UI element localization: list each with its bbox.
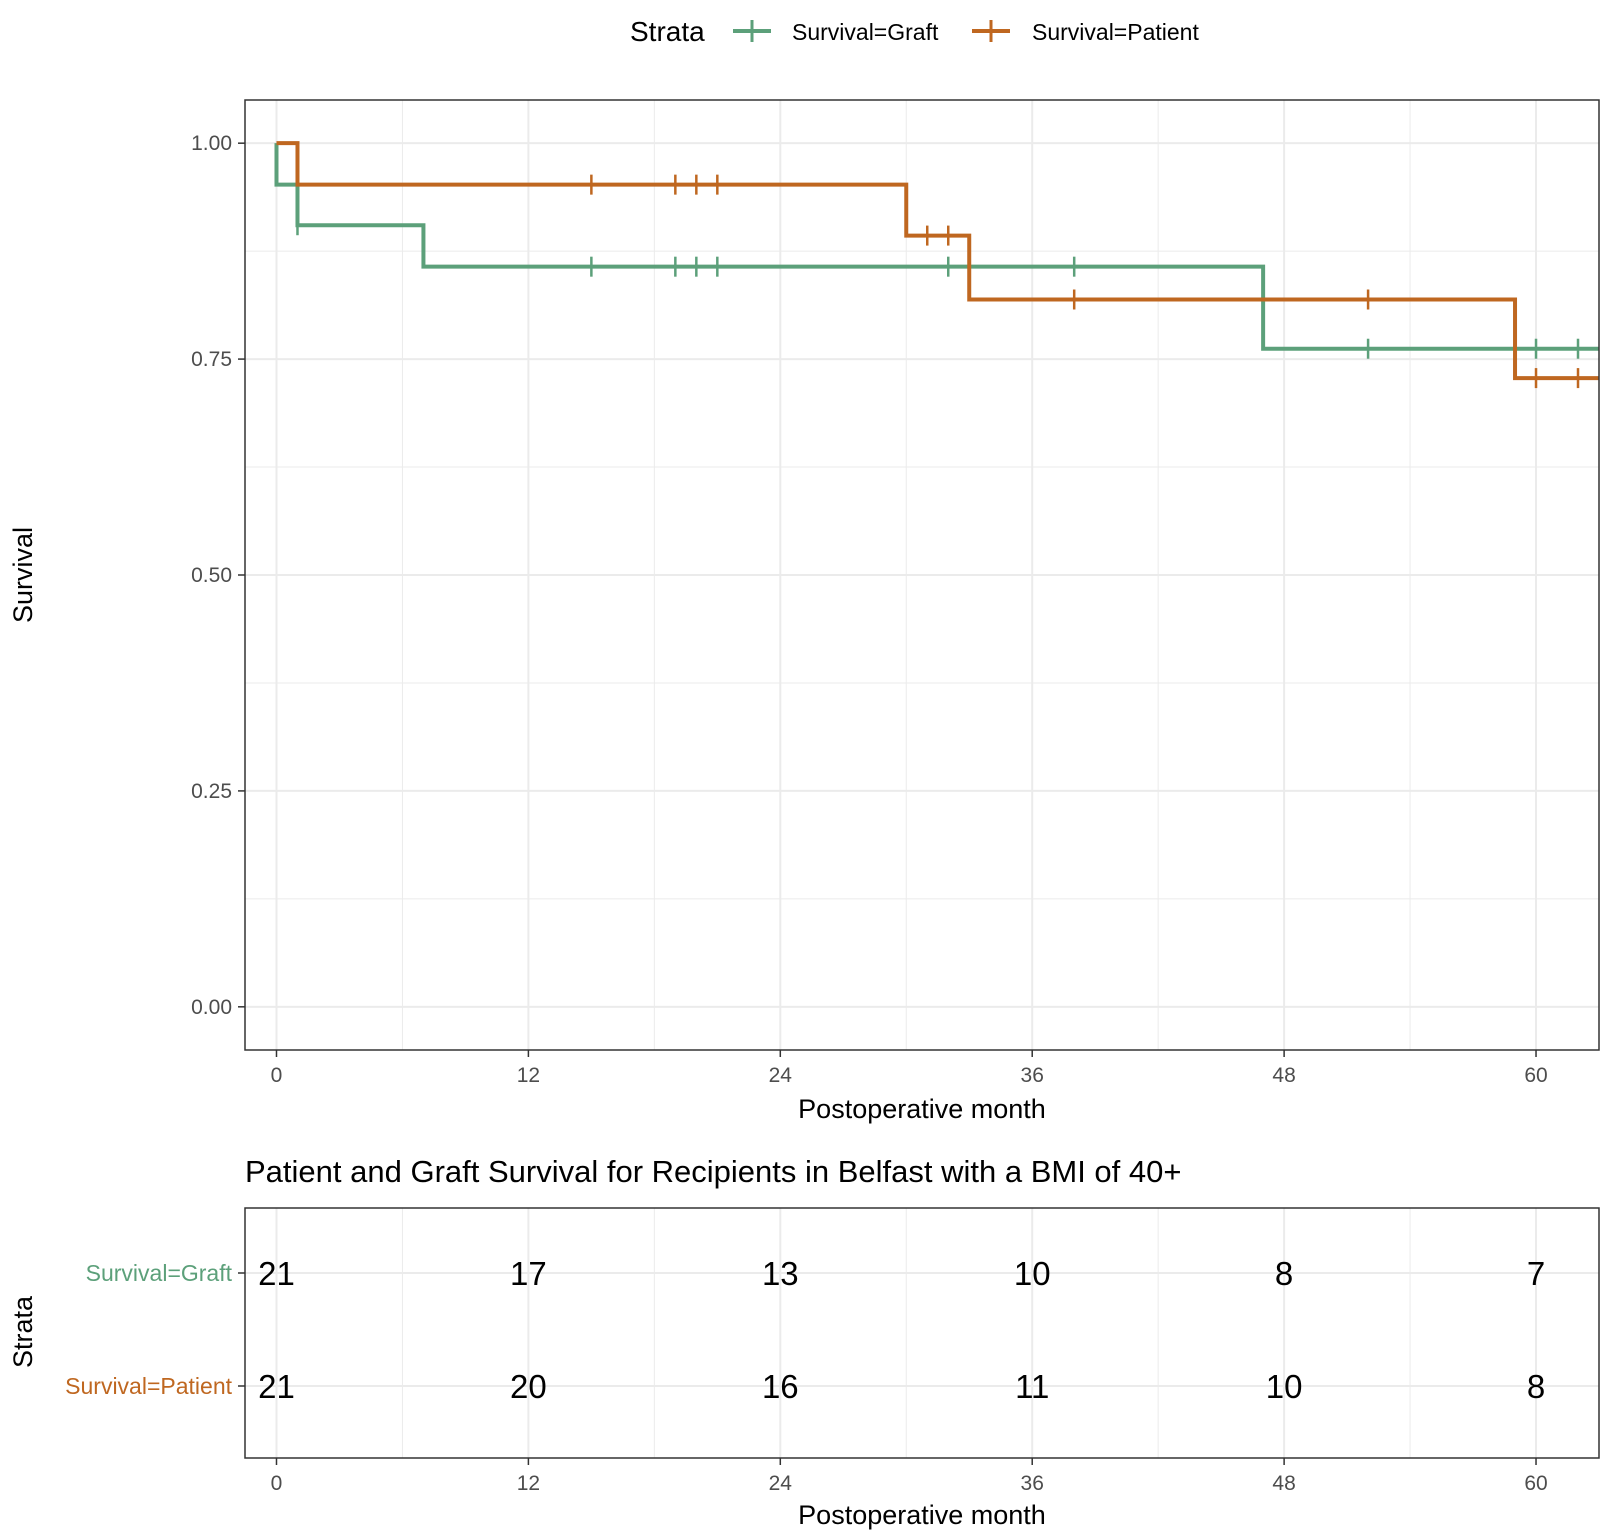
risk-cell-patient: 16	[762, 1368, 799, 1405]
plot-x-axis-title: Postoperative month	[798, 1094, 1046, 1124]
plot-x-tick-label: 36	[1021, 1064, 1044, 1087]
plot-gridlines	[245, 100, 1599, 1050]
risk-cell-graft: 8	[1275, 1255, 1293, 1292]
risk-cell-patient: 21	[258, 1368, 295, 1405]
table-x-tick-label: 0	[271, 1472, 283, 1495]
plot-axes: 0 12 24 36 48 60 0.00 0.25 0.50 0.75 1.00	[191, 132, 1548, 1087]
plot-y-tick-label: 0.00	[191, 996, 232, 1019]
table-background	[245, 1208, 1599, 1458]
table-row-label-graft: Survival=Graft	[86, 1260, 233, 1286]
plot-x-tick-label: 0	[271, 1064, 283, 1087]
plot-series	[274, 141, 1599, 389]
risk-cell-graft: 10	[1014, 1255, 1051, 1292]
risk-cell-patient: 20	[510, 1368, 547, 1405]
plot-y-axis-title: Survival	[8, 527, 38, 623]
risk-cell-graft: 7	[1527, 1255, 1545, 1292]
plot-y-tick-label: 0.25	[191, 780, 232, 803]
plot-x-tick-label: 48	[1272, 1064, 1295, 1087]
table-x-tick-label: 36	[1021, 1472, 1044, 1495]
legend-label-patient: Survival=Patient	[1032, 19, 1199, 45]
survival-plot: 0 12 24 36 48 60 0.00 0.25 0.50 0.75 1.00 Postoper…	[8, 99, 1600, 1124]
risk-cell-graft: 17	[510, 1255, 547, 1292]
table-gridlines	[245, 1208, 1599, 1458]
risk-cell-patient: 11	[1015, 1368, 1049, 1405]
plot-x-tick-label: 60	[1524, 1064, 1547, 1087]
table-panel-border	[244, 1207, 1600, 1459]
series-line-patient	[276, 141, 1599, 381]
plot-x-tick-label: 12	[517, 1064, 540, 1087]
table-x-tick-label: 12	[517, 1472, 540, 1495]
risk-cell-patient: 8	[1527, 1368, 1545, 1405]
table-x-tick-label: 24	[769, 1472, 793, 1495]
plot-y-tick-label: 0.50	[191, 564, 232, 587]
risk-table: Patient and Graft Survival for Recipient…	[8, 1154, 1600, 1530]
table-x-axis-title: Postoperative month	[798, 1500, 1046, 1530]
table-row-label-patient: Survival=Patient	[65, 1373, 232, 1399]
legend-title: Strata	[630, 16, 705, 47]
table-x-tick-label: 60	[1524, 1472, 1547, 1495]
risk-cell-graft: 21	[258, 1255, 295, 1292]
table-cells: 21 17 13 10 8 7 21 20 16 11 10 8	[258, 1255, 1545, 1405]
plot-y-tick-label: 1.00	[191, 132, 232, 155]
plot-x-tick-label: 24	[769, 1064, 793, 1087]
risk-cell-graft: 13	[762, 1255, 799, 1292]
table-y-axis-title: Strata	[8, 1295, 38, 1368]
plot-y-tick-label: 0.75	[191, 348, 232, 371]
legend: Strata Survival=Graft Survival=Patient	[630, 16, 1199, 47]
series-line-graft	[274, 143, 1599, 351]
risk-table-title: Patient and Graft Survival for Recipient…	[245, 1154, 1181, 1189]
risk-cell-patient: 10	[1266, 1368, 1303, 1405]
table-x-tick-label: 48	[1272, 1472, 1295, 1495]
table-axes: 0 12 24 36 48 60 Survival=Graft Survival=Patien…	[65, 1260, 1548, 1495]
legend-label-graft: Survival=Graft	[792, 19, 939, 45]
